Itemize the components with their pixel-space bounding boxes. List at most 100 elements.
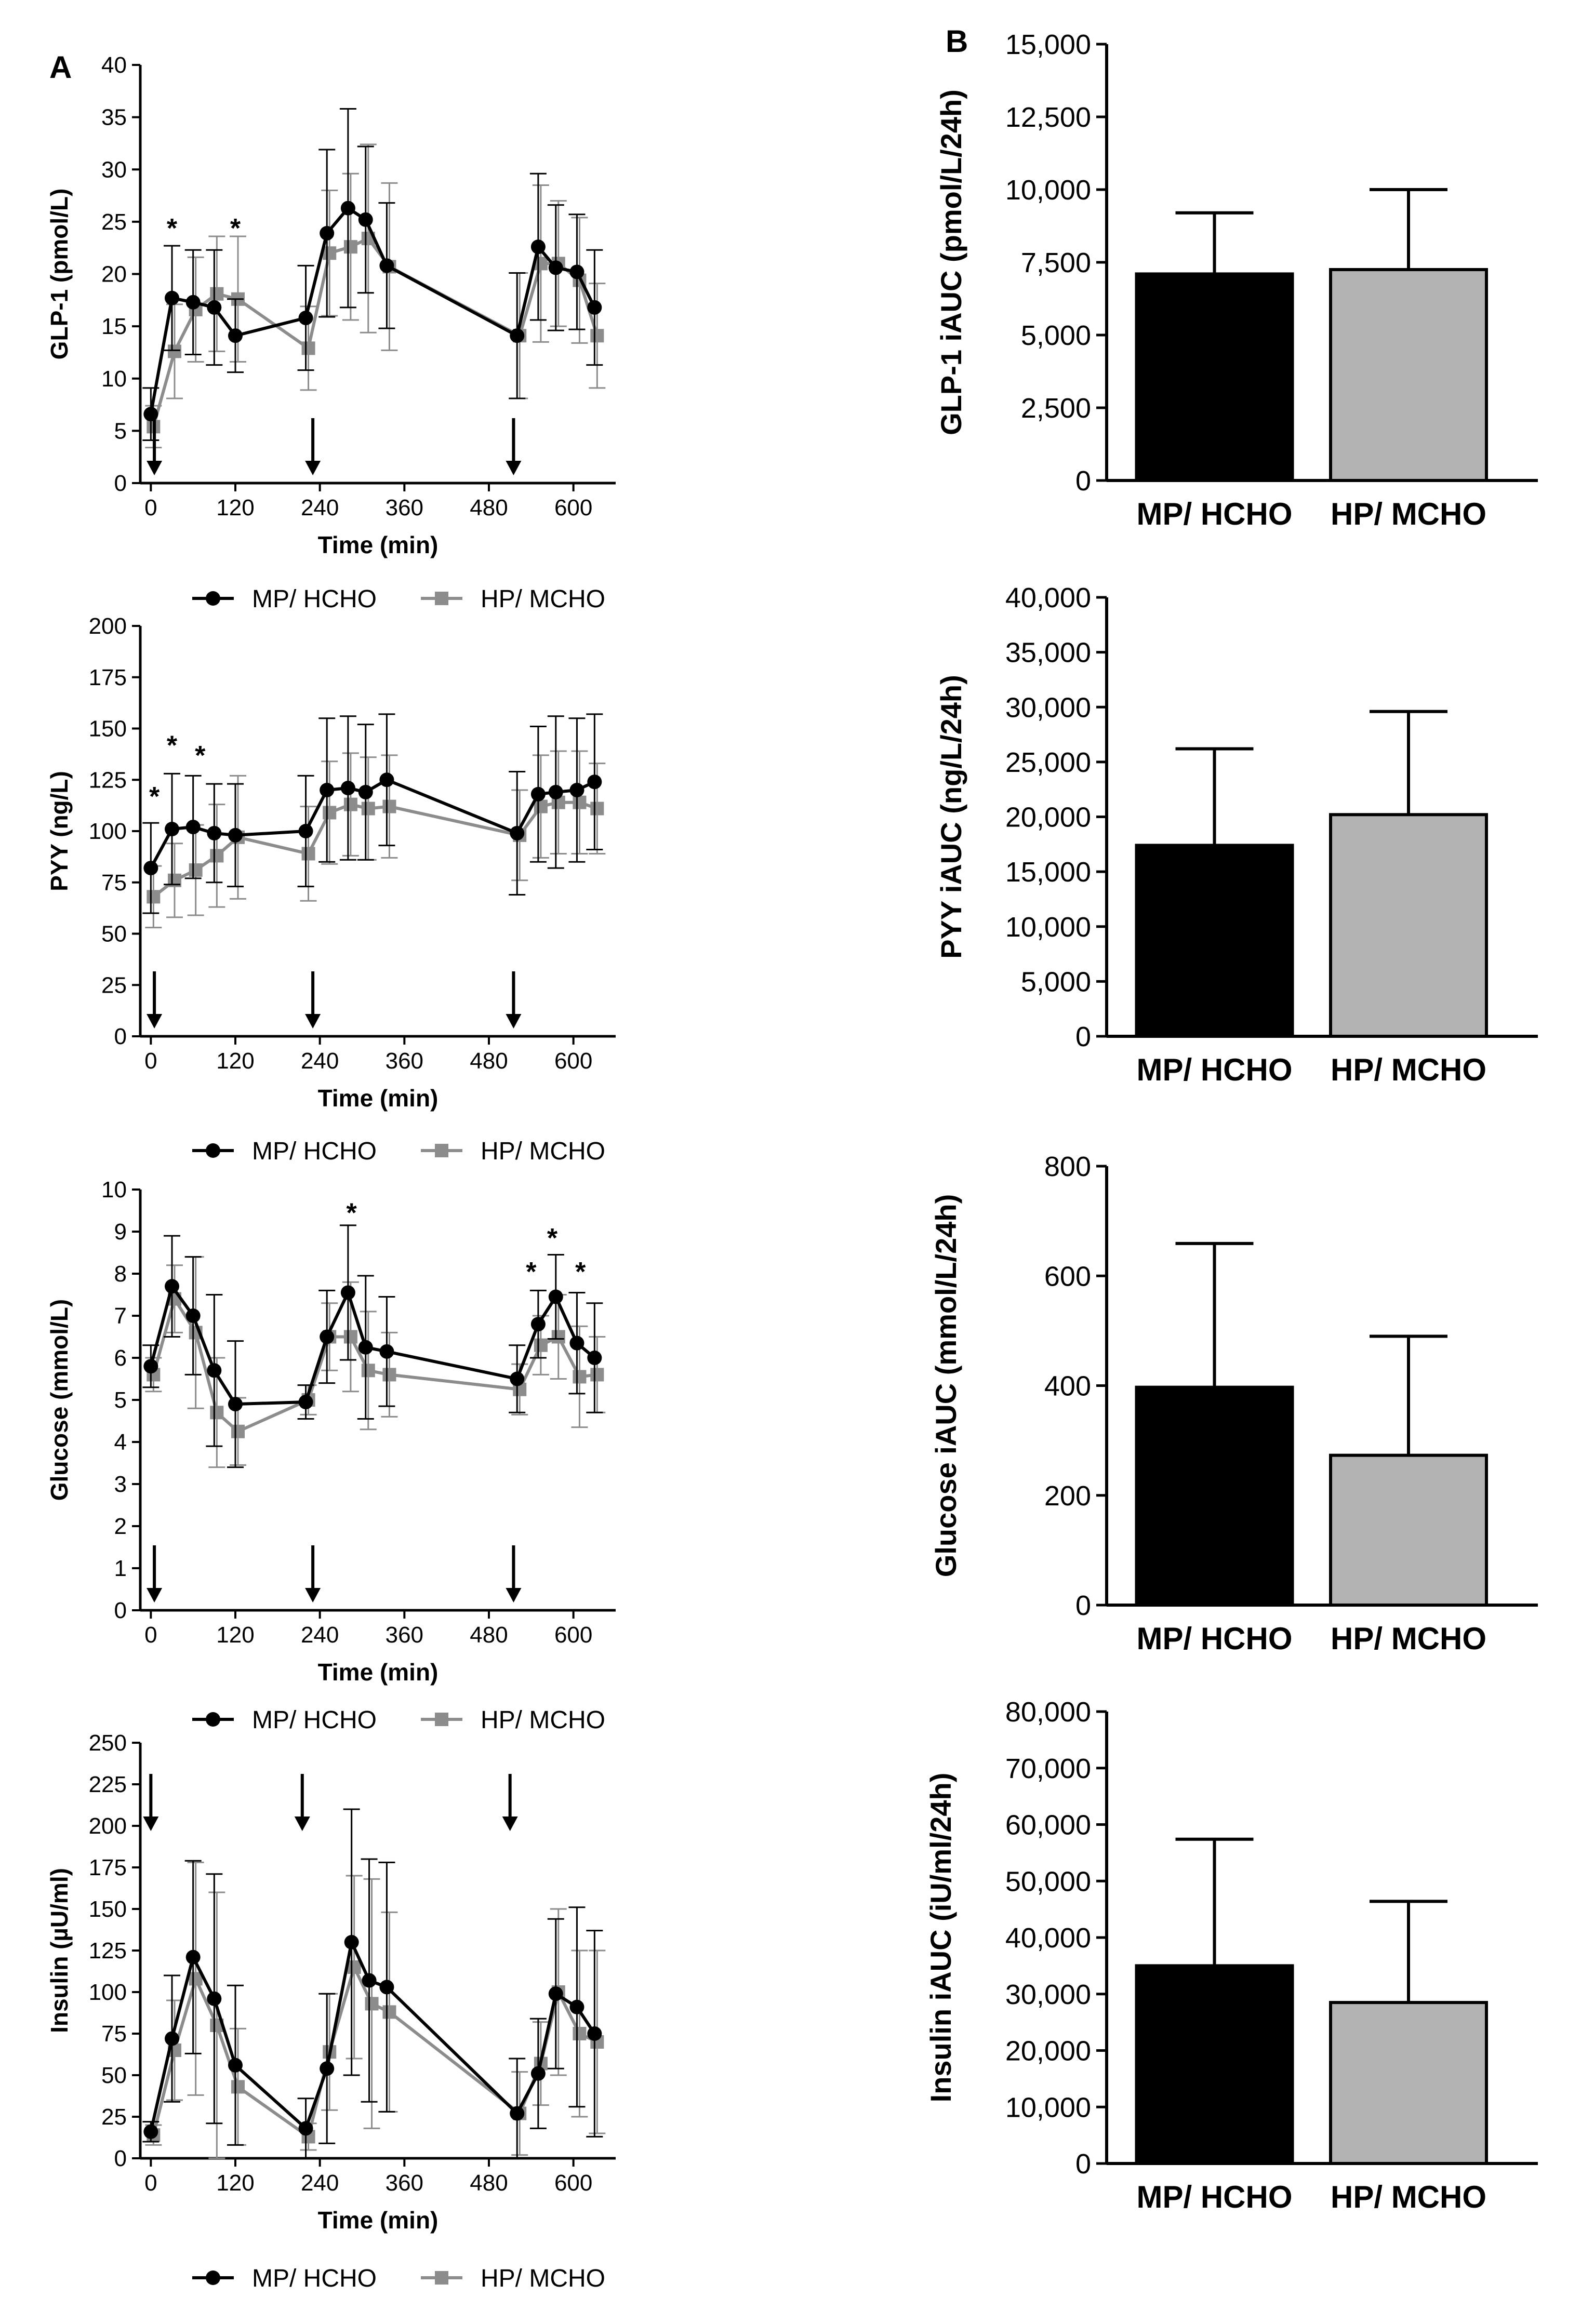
data-point-circle bbox=[207, 825, 222, 840]
data-point-square bbox=[573, 1370, 587, 1384]
data-point-square bbox=[301, 341, 315, 355]
y-tick-label: 40 bbox=[101, 52, 127, 78]
series-mp-hcho bbox=[142, 1808, 603, 2159]
legend-marker-mp-hcho bbox=[206, 1712, 220, 1727]
y-axis-title: GLP-1 iAUC (pmol/L/24h) bbox=[935, 89, 967, 435]
x-axis-title: Time (min) bbox=[318, 1659, 439, 1686]
y-axis-title: PYY iAUC (ng/L/24h) bbox=[935, 675, 967, 959]
y-axis-title: Glucose iAUC (mmol/L/24h) bbox=[929, 1194, 962, 1577]
y-tick-label: 5,000 bbox=[1021, 966, 1091, 997]
y-tick-label: 20 bbox=[101, 262, 127, 287]
data-point-circle bbox=[298, 311, 313, 326]
legend-marker-hp-mcho bbox=[435, 592, 448, 605]
y-tick-label: 15,000 bbox=[1005, 29, 1091, 60]
series-mp-hcho bbox=[142, 1224, 603, 1468]
data-point-square bbox=[590, 329, 604, 343]
data-point-square bbox=[347, 1960, 361, 1974]
data-point-square bbox=[189, 863, 203, 877]
x-tick-label: 0 bbox=[144, 1622, 157, 1648]
y-tick-label: 10 bbox=[101, 366, 127, 392]
data-point-square bbox=[590, 1368, 604, 1382]
significance-asterisk: * bbox=[347, 1198, 357, 1228]
data-point-circle bbox=[143, 2124, 158, 2139]
meal-arrow-head bbox=[147, 1588, 163, 1602]
bar-chart-glp1-iauc: 0 2,500 5,000 7,500 10,000 12,500 15,000 GLP-1 … bbox=[935, 29, 1538, 531]
y-tick-label: 2 bbox=[114, 1514, 127, 1539]
y-tick-label: 0 bbox=[1075, 1590, 1091, 1621]
data-point-circle bbox=[530, 239, 546, 255]
data-point-circle bbox=[548, 1986, 563, 2001]
data-point-circle bbox=[587, 774, 602, 790]
bar-hp-mcho bbox=[1329, 1453, 1488, 1607]
data-point-circle bbox=[340, 781, 355, 796]
category-label: MP/ HCHO bbox=[1137, 497, 1293, 531]
data-point-circle bbox=[207, 1991, 222, 2006]
y-tick-label: 25 bbox=[101, 209, 127, 235]
y-tick-label: 100 bbox=[89, 1980, 127, 2005]
y-tick-label: 10,000 bbox=[1005, 912, 1091, 943]
data-point-circle bbox=[358, 784, 373, 799]
bar-hp-mcho bbox=[1329, 268, 1488, 482]
data-point-circle bbox=[165, 1279, 179, 1294]
significance-asterisk: * bbox=[547, 1223, 558, 1253]
data-point-circle bbox=[185, 820, 201, 835]
x-axis-title: Time (min) bbox=[318, 531, 439, 558]
x-tick-label: 0 bbox=[144, 1048, 157, 1074]
data-point-circle bbox=[510, 2106, 525, 2121]
data-point-circle bbox=[379, 258, 394, 273]
y-tick-label: 10,000 bbox=[1005, 175, 1091, 206]
data-point-circle bbox=[185, 1308, 201, 1323]
data-point-circle bbox=[228, 1397, 243, 1412]
data-point-circle bbox=[548, 784, 563, 799]
data-point-circle bbox=[185, 1949, 201, 1965]
y-tick-label: 30,000 bbox=[1005, 692, 1091, 723]
x-tick-label: 480 bbox=[470, 2170, 508, 2196]
y-tick-label: 3 bbox=[114, 1472, 127, 1497]
y-tick-label: 20,000 bbox=[1005, 2036, 1091, 2067]
x-tick-label: 600 bbox=[554, 2170, 592, 2196]
data-point-square bbox=[210, 287, 224, 301]
y-tick-label: 0 bbox=[114, 1024, 127, 1049]
data-point-circle bbox=[320, 1329, 335, 1344]
significance-asterisk: * bbox=[149, 782, 160, 812]
x-tick-label: 360 bbox=[386, 495, 423, 520]
y-tick-label: 10 bbox=[101, 1177, 127, 1203]
significance-asterisk: * bbox=[526, 1257, 537, 1287]
data-point-circle bbox=[569, 264, 584, 279]
legend-label-mp-hcho: MP/ HCHO bbox=[252, 1706, 377, 1734]
series-mp-hcho bbox=[142, 108, 603, 441]
data-point-square bbox=[343, 1330, 357, 1344]
data-point-circle bbox=[530, 786, 546, 802]
line-chart-insulin-time: 0 25 50 75 100 125 150 175 200 225 250 0 120 240 360 48… bbox=[46, 1730, 616, 2292]
line-chart-pyy-time: 0 25 50 75 100 125 150 175 200 0 120 240 360 480 600 Ti… bbox=[46, 613, 616, 1165]
bar-chart-pyy-iauc: 0 5,000 10,000 15,000 20,000 25,000 30,000 35,0… bbox=[935, 582, 1538, 1087]
y-tick-label: 7,500 bbox=[1021, 247, 1091, 278]
data-point-square bbox=[231, 1424, 245, 1438]
bar-mp-hcho bbox=[1135, 844, 1294, 1038]
data-point-circle bbox=[320, 783, 335, 797]
y-tick-label: 0 bbox=[1075, 1021, 1091, 1052]
x-tick-label: 600 bbox=[554, 495, 592, 520]
y-tick-label: 175 bbox=[89, 1855, 127, 1880]
bar-mp-hcho bbox=[1135, 1964, 1294, 2165]
data-point-circle bbox=[362, 1973, 377, 1988]
x-tick-label: 360 bbox=[386, 1048, 423, 1074]
legend-marker-hp-mcho bbox=[435, 1713, 448, 1726]
data-point-circle bbox=[298, 2121, 313, 2136]
data-point-square bbox=[361, 1364, 375, 1378]
y-axis-title: PYY (ng/L) bbox=[46, 771, 73, 891]
bar-mp-hcho bbox=[1135, 272, 1294, 483]
x-tick-label: 0 bbox=[144, 2170, 157, 2196]
legend-label-mp-hcho: MP/ HCHO bbox=[252, 2265, 377, 2292]
y-tick-label: 10,000 bbox=[1005, 2092, 1091, 2123]
data-point-circle bbox=[548, 1289, 563, 1304]
data-point-circle bbox=[340, 1285, 355, 1300]
data-point-square bbox=[534, 1338, 548, 1352]
category-label: HP/ MCHO bbox=[1331, 2180, 1486, 2214]
data-point-circle bbox=[207, 300, 222, 315]
data-point-circle bbox=[530, 2066, 546, 2081]
data-point-circle bbox=[379, 1344, 394, 1359]
y-tick-label: 400 bbox=[1044, 1371, 1091, 1402]
y-tick-label: 75 bbox=[101, 870, 127, 896]
y-tick-label: 175 bbox=[89, 665, 127, 690]
